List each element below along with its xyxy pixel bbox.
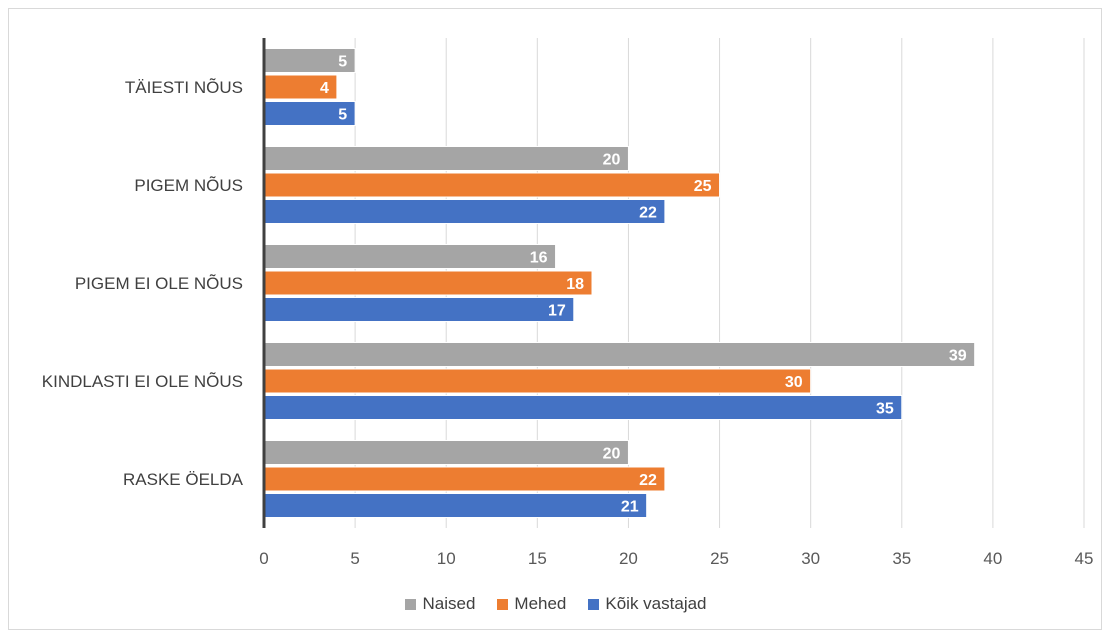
data-label-naised: 20 (603, 446, 621, 463)
data-label-koik-vastajad: 21 (621, 499, 639, 516)
data-label-mehed: 22 (639, 472, 657, 489)
category-label: RASKE ÖELDA (123, 470, 244, 489)
data-label-naised: 5 (338, 54, 347, 71)
data-label-naised: 39 (949, 348, 967, 365)
data-label-mehed: 25 (694, 178, 712, 195)
data-label-naised: 20 (603, 152, 621, 169)
legend-label-koik-vastajad: Kõik vastajad (605, 594, 707, 613)
legend-item-mehed: Mehed (497, 594, 566, 614)
legend-swatch-naised (405, 598, 417, 610)
x-tick-label: 30 (801, 549, 820, 568)
x-tick-label: 45 (1075, 549, 1094, 568)
bar-koik-vastajad-raske-oelda (263, 493, 648, 518)
bar-koik-vastajad-taiesti-nous (263, 101, 356, 126)
x-tick-label: 0 (259, 549, 268, 568)
bar-naised-raske-oelda (263, 440, 629, 465)
legend-swatch-koik-vastajad (588, 598, 600, 610)
x-tick-label: 20 (619, 549, 638, 568)
legend-swatch-mehed (497, 598, 509, 610)
legend-item-koik-vastajad: Kõik vastajad (588, 594, 707, 614)
x-tick-label: 25 (710, 549, 729, 568)
x-tick-label: 10 (437, 549, 456, 568)
data-label-koik-vastajad: 22 (639, 205, 657, 222)
bar-koik-vastajad-pigem-nous (263, 199, 666, 224)
bar-mehed-pigem-nous (263, 172, 721, 198)
bar-naised-pigem-ei-ole-nous (263, 244, 557, 269)
data-label-naised: 16 (530, 250, 548, 267)
data-label-koik-vastajad: 17 (548, 303, 566, 320)
data-label-koik-vastajad: 5 (338, 107, 347, 124)
bar-koik-vastajad-kindlasti-ei-ole-nous (263, 395, 903, 420)
legend: Naised Mehed Kõik vastajad (0, 594, 1112, 614)
bar-mehed-pigem-ei-ole-nous (263, 270, 593, 296)
category-label: KINDLASTI EI OLE NÕUS (42, 372, 243, 391)
x-tick-label: 5 (350, 549, 359, 568)
bar-naised-pigem-nous (263, 146, 629, 171)
bar-mehed-kindlasti-ei-ole-nous (263, 368, 812, 394)
bar-mehed-raske-oelda (263, 466, 666, 492)
category-label: PIGEM NÕUS (134, 176, 243, 195)
bar-mehed-taiesti-nous (263, 74, 338, 100)
legend-label-naised: Naised (422, 594, 476, 613)
legend-item-naised: Naised (405, 594, 475, 614)
category-label: TÄIESTI NÕUS (125, 78, 243, 97)
x-tick-label: 35 (892, 549, 911, 568)
legend-label-mehed: Mehed (514, 594, 567, 613)
x-tick-label: 15 (528, 549, 547, 568)
category-label: PIGEM EI OLE NÕUS (75, 274, 243, 293)
x-tick-label: 40 (983, 549, 1002, 568)
data-label-mehed: 18 (566, 276, 584, 293)
bar-naised-kindlasti-ei-ole-nous (263, 342, 976, 367)
data-label-koik-vastajad: 35 (876, 401, 894, 418)
bar-koik-vastajad-pigem-ei-ole-nous (263, 297, 575, 322)
data-label-mehed: 4 (320, 80, 329, 97)
data-label-mehed: 30 (785, 374, 803, 391)
